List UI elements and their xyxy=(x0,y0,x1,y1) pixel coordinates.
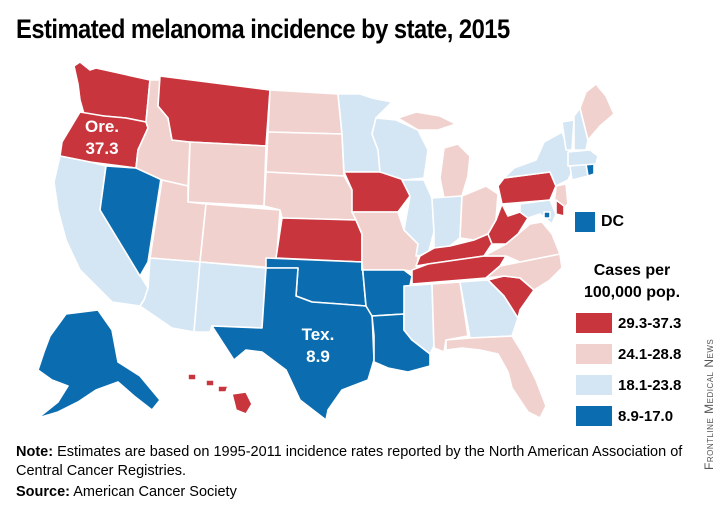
state-SD[interactable] xyxy=(265,131,345,177)
state-ME[interactable] xyxy=(579,83,615,141)
callout-texas-name: Tex. xyxy=(302,325,335,344)
callout-oregon-name: Ore. xyxy=(85,117,119,136)
dc-swatch xyxy=(575,212,595,232)
legend-range: 18.1-23.8 xyxy=(618,376,682,394)
state-NC[interactable] xyxy=(485,253,563,291)
state-TX[interactable] xyxy=(211,267,375,421)
state-DE[interactable] xyxy=(555,199,565,217)
state-HI-4[interactable] xyxy=(231,391,253,415)
legend-title-line2: 100,000 pop. xyxy=(583,284,681,301)
source-text: American Cancer Society xyxy=(70,484,237,500)
legend-range: 24.1-28.8 xyxy=(618,345,682,363)
legend-item: 18.1-23.8 xyxy=(572,374,692,396)
state-NH[interactable] xyxy=(573,107,589,151)
state-MI[interactable] xyxy=(439,143,471,199)
legend-swatch xyxy=(576,344,612,364)
state-WY[interactable] xyxy=(187,141,267,207)
state-IN[interactable] xyxy=(431,195,463,249)
note: Note: Estimates are based on 1995-2011 i… xyxy=(16,443,706,481)
legend-item: 24.1-28.8 xyxy=(572,343,692,365)
legend-item: 29.3-37.3 xyxy=(572,312,692,334)
state-TN[interactable] xyxy=(411,255,507,285)
state-FL[interactable] xyxy=(445,335,547,419)
legend-title-line1: Cases per xyxy=(593,262,671,279)
state-MT[interactable] xyxy=(157,75,271,147)
state-RI[interactable] xyxy=(585,163,595,177)
state-AZ[interactable] xyxy=(139,257,201,333)
legend-range: 29.3-37.3 xyxy=(618,314,682,332)
state-DC[interactable] xyxy=(543,211,551,219)
note-text: Estimates are based on 1995-2011 inciden… xyxy=(16,444,683,479)
legend-swatch xyxy=(576,406,612,426)
legend-title: Cases per 100,000 pop. xyxy=(572,260,692,304)
state-HI-2[interactable] xyxy=(205,379,215,387)
note-label: Note: xyxy=(16,444,54,460)
callout-texas-value: 8.9 xyxy=(306,347,330,366)
legend-range: 8.9-17.0 xyxy=(618,407,674,425)
map-title: Estimated melanoma incidence by state, 2… xyxy=(16,14,510,44)
dc-key: DC xyxy=(575,212,624,232)
legend-item: 8.9-17.0 xyxy=(572,405,692,427)
state-AK[interactable] xyxy=(37,309,161,419)
source-label: Source: xyxy=(16,484,70,500)
state-MO[interactable] xyxy=(351,211,421,273)
state-ND[interactable] xyxy=(267,89,343,135)
callout-oregon-value: 37.3 xyxy=(85,139,118,158)
state-MI-UP[interactable] xyxy=(397,111,457,131)
state-MA[interactable] xyxy=(567,149,599,167)
state-WI[interactable] xyxy=(371,117,429,181)
legend-swatch xyxy=(576,313,612,333)
dc-label: DC xyxy=(601,213,625,230)
state-NM[interactable] xyxy=(193,261,267,333)
state-KS[interactable] xyxy=(275,217,363,263)
state-VT[interactable] xyxy=(561,119,575,151)
credit: Frontline Medical News xyxy=(702,338,716,470)
legend: Cases per 100,000 pop. 29.3-37.3 24.1-28… xyxy=(572,260,692,436)
state-HI-1[interactable] xyxy=(187,373,197,381)
legend-swatch xyxy=(576,375,612,395)
state-HI-3[interactable] xyxy=(217,385,229,393)
source: Source: American Cancer Society xyxy=(16,484,237,500)
